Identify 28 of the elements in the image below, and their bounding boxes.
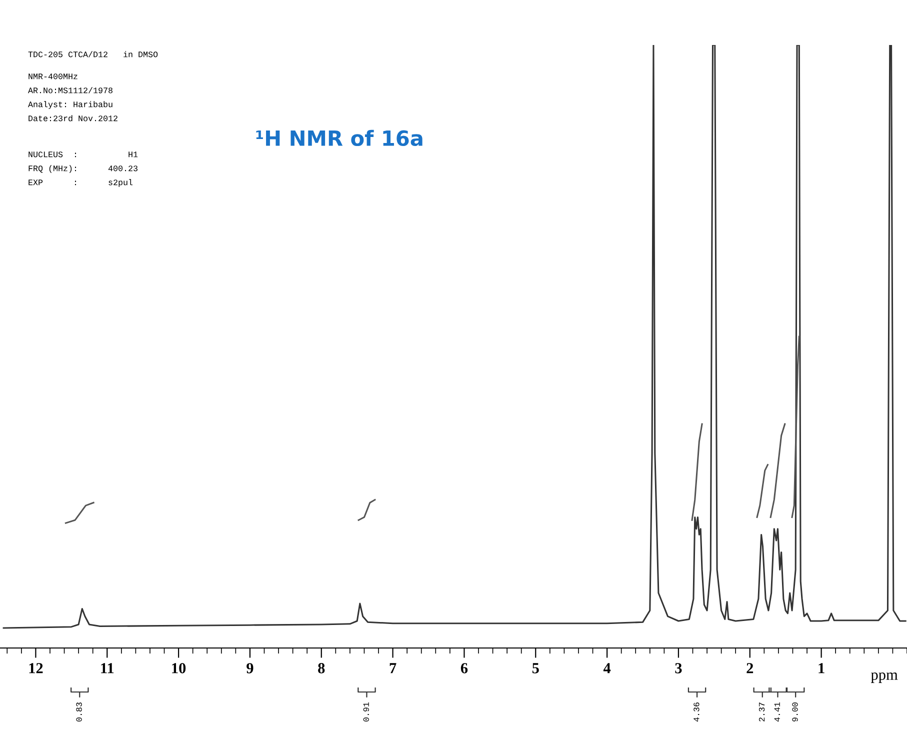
text: 9.00 <box>792 702 798 722</box>
x-tick-label: 7 <box>390 663 396 674</box>
x-tick-label: 9 <box>246 663 254 674</box>
x-tick-label: 5 <box>532 663 539 674</box>
text: 0.91 <box>363 702 369 722</box>
text: 2.37 <box>758 702 765 722</box>
x-tick-label: 1 <box>818 663 824 674</box>
x-tick-label: 10 <box>172 663 186 674</box>
annotation: AR.No:MS1112/1978 <box>28 87 112 94</box>
annotation: FRQ (MHz): 400.23 <box>28 165 138 173</box>
x-tick-label: 11 <box>101 663 114 674</box>
annotation: EXP : s2pul <box>28 179 133 187</box>
x-tick-label: 8 <box>318 663 325 674</box>
annotation: TDC-205 CTCA/D12 in DMSO <box>28 51 158 58</box>
annotation: NMR-400MHz <box>28 74 78 80</box>
text: 4.41 <box>774 702 780 722</box>
annotation: Date:23rd Nov.2012 <box>28 115 118 122</box>
text: 4.36 <box>694 702 700 722</box>
x-tick-label: 6 <box>460 663 468 674</box>
text: 0.83 <box>76 702 82 722</box>
annotation: NUCLEUS : H1 <box>28 152 138 158</box>
text: ¹H NMR of 16a <box>256 130 422 146</box>
x-tick-label: 2 <box>746 663 754 674</box>
x-tick-label: 3 <box>675 663 682 674</box>
x-tick-label: 12 <box>29 663 43 674</box>
annotation: Analyst: Haribabu <box>28 101 112 109</box>
x-tick-label: 4 <box>603 663 611 674</box>
x-axis-title: ppm <box>870 672 898 683</box>
